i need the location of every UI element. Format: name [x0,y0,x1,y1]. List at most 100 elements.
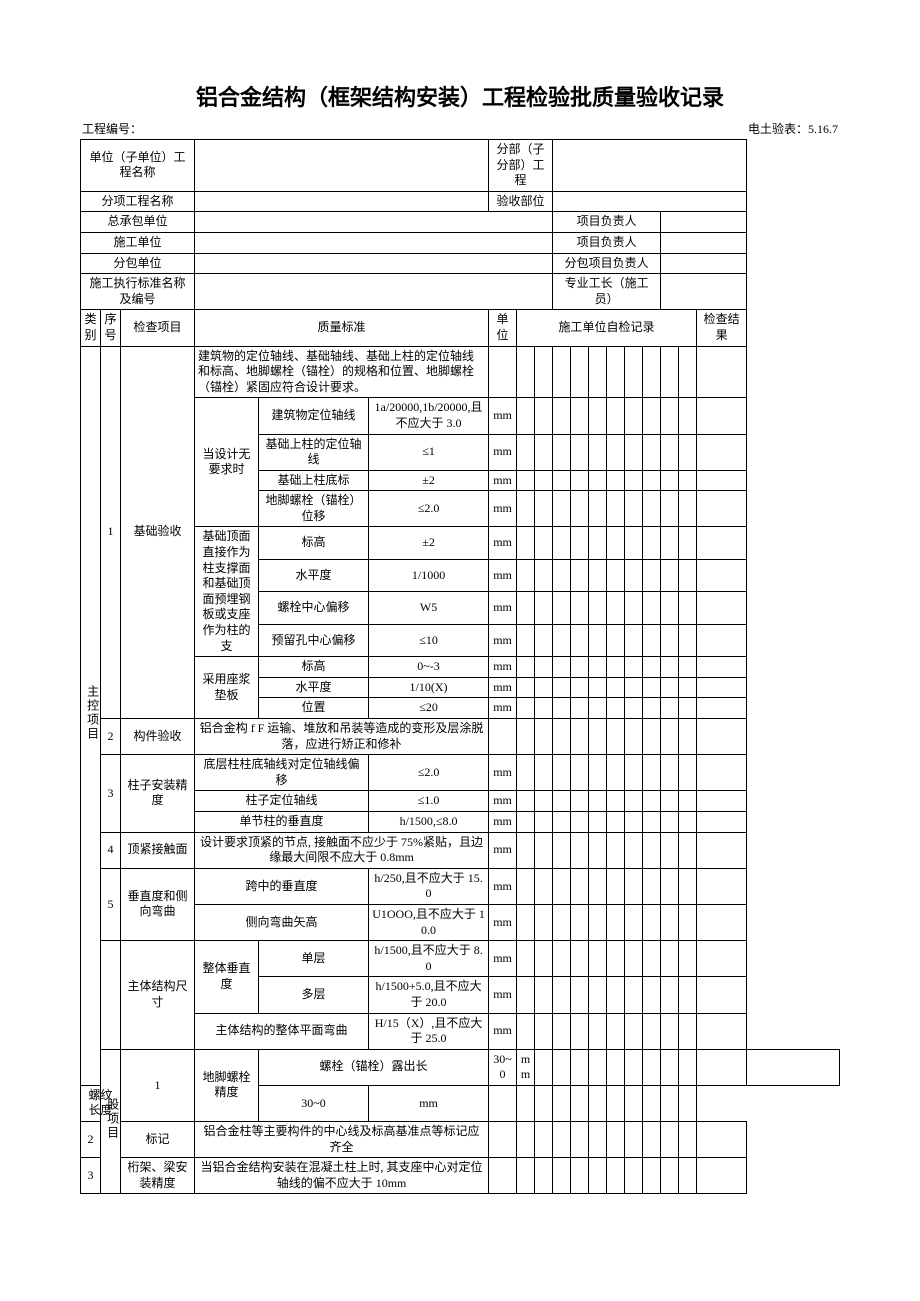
g2-num: 2 [81,1122,101,1158]
rec-cell [607,755,625,791]
m1-b3-std: W5 [369,592,489,624]
rec-cell [607,1049,625,1085]
table-row: 单节柱的垂直度 h/1500,≤8.0 mm [81,811,840,832]
rec-cell [607,977,625,1013]
cell-blank [489,1158,517,1194]
rec-cell [661,470,679,491]
m2-name: 构件验收 [121,719,195,755]
rec-cell [571,755,589,791]
rec-cell [643,719,661,755]
result-cell [697,977,747,1013]
rec-cell [517,527,535,559]
rec-cell [679,624,697,656]
rec-cell [625,977,643,1013]
m3-r3-unit: mm [489,811,517,832]
result-cell [697,470,747,491]
rec-cell [643,904,661,940]
m4-r1-name: 设计要求顶紧的节点, 接触面不应少于 75%紧贴，且边缘最大间限不应大于 0.8… [195,832,489,868]
rec-cell [679,755,697,791]
rec-cell [679,657,697,678]
rec-cell [535,791,553,812]
rec-cell [589,527,607,559]
rec-cell [589,977,607,1013]
rec-cell [589,592,607,624]
col-header-row: 类别 序号 检查项目 质量标准 单位 施工单位自检记录 检查结果 [81,310,840,346]
m6-num [101,941,121,1050]
result-cell [697,868,747,904]
cell-blank [195,191,489,212]
rec-cell [679,832,697,868]
rec-cell [517,346,535,398]
rec-cell [643,624,661,656]
result-cell [697,755,747,791]
m3-r2-std: ≤1.0 [369,791,489,812]
rec-cell [607,698,625,719]
rec-cell [643,791,661,812]
result-cell [697,698,747,719]
rec-cell [661,346,679,398]
rec-cell [571,941,589,977]
m1-grpa: 当设计无要求时 [195,398,259,527]
m6-r2-unit: mm [489,977,517,1013]
m1-c2-std: 1/10(X) [369,677,489,698]
g1-r1-name: 螺栓（锚栓）露出长 [259,1049,489,1085]
m5-r2-std: U1OOO,且不应大于 10.0 [369,904,489,940]
form-no-label: 电土验表：5.16.7 [748,120,838,137]
rec-cell [553,398,571,434]
rec-cell [625,1158,643,1194]
rec-cell [643,868,661,904]
rec-cell [679,1158,697,1194]
rec-cell [679,719,697,755]
rec-cell [643,559,661,591]
col-unit: 单位 [489,310,517,346]
rec-cell [589,868,607,904]
m5-r2-name: 侧向弯曲矢高 [195,904,369,940]
g2-name: 标记 [121,1122,195,1158]
m1-c1-std: 0~-3 [369,657,489,678]
result-cell [697,559,747,591]
rec-cell [625,470,643,491]
m1-name: 基础验收 [121,346,195,718]
rec-cell [571,1122,589,1158]
rec-cell [625,657,643,678]
rec-cell [571,657,589,678]
rec-cell [607,491,625,527]
rec-cell [607,527,625,559]
rec-cell [607,1122,625,1158]
cell-blank [489,346,517,398]
rec-cell [571,559,589,591]
rec-cell [661,698,679,719]
table-row: 主控项目 1 基础验收 建筑物的定位轴线、基础轴线、基础上柱的定位轴线和标高、地… [81,346,840,398]
rec-cell [553,868,571,904]
rec-cell [643,677,661,698]
m4-name: 顶紧接触面 [121,832,195,868]
rec-cell [535,559,553,591]
rec-cell [607,657,625,678]
rec-cell [661,657,679,678]
m5-r1-std: h/250,且不应大于 15.0 [369,868,489,904]
rec-cell [643,434,661,470]
rec-cell [517,559,535,591]
std-label: 施工执行标准名称及编号 [81,274,195,310]
subcontractor-label: 分包单位 [81,253,195,274]
rec-cell [517,491,535,527]
result-cell [697,941,747,977]
rec-cell [625,592,643,624]
rec-cell [571,1049,589,1085]
result-cell [697,624,747,656]
rec-cell [553,346,571,398]
rec-cell [661,592,679,624]
m5-r1-unit: mm [489,868,517,904]
rec-cell [625,1122,643,1158]
m1-c1-name: 标高 [259,657,369,678]
doc-title: 铝合金结构（框架结构安装）工程检验批质量验收记录 [80,80,840,112]
rec-cell [553,491,571,527]
rec-cell [553,698,571,719]
table-row: 4 顶紧接触面 设计要求顶紧的节点, 接触面不应少于 75%紧贴，且边缘最大间限… [81,832,840,868]
rec-cell [643,470,661,491]
rec-cell [517,1085,535,1121]
rec-cell [679,434,697,470]
rec-cell [589,904,607,940]
m3-r2-unit: mm [489,791,517,812]
hdr-row: 总承包单位 项目负责人 [81,212,840,233]
